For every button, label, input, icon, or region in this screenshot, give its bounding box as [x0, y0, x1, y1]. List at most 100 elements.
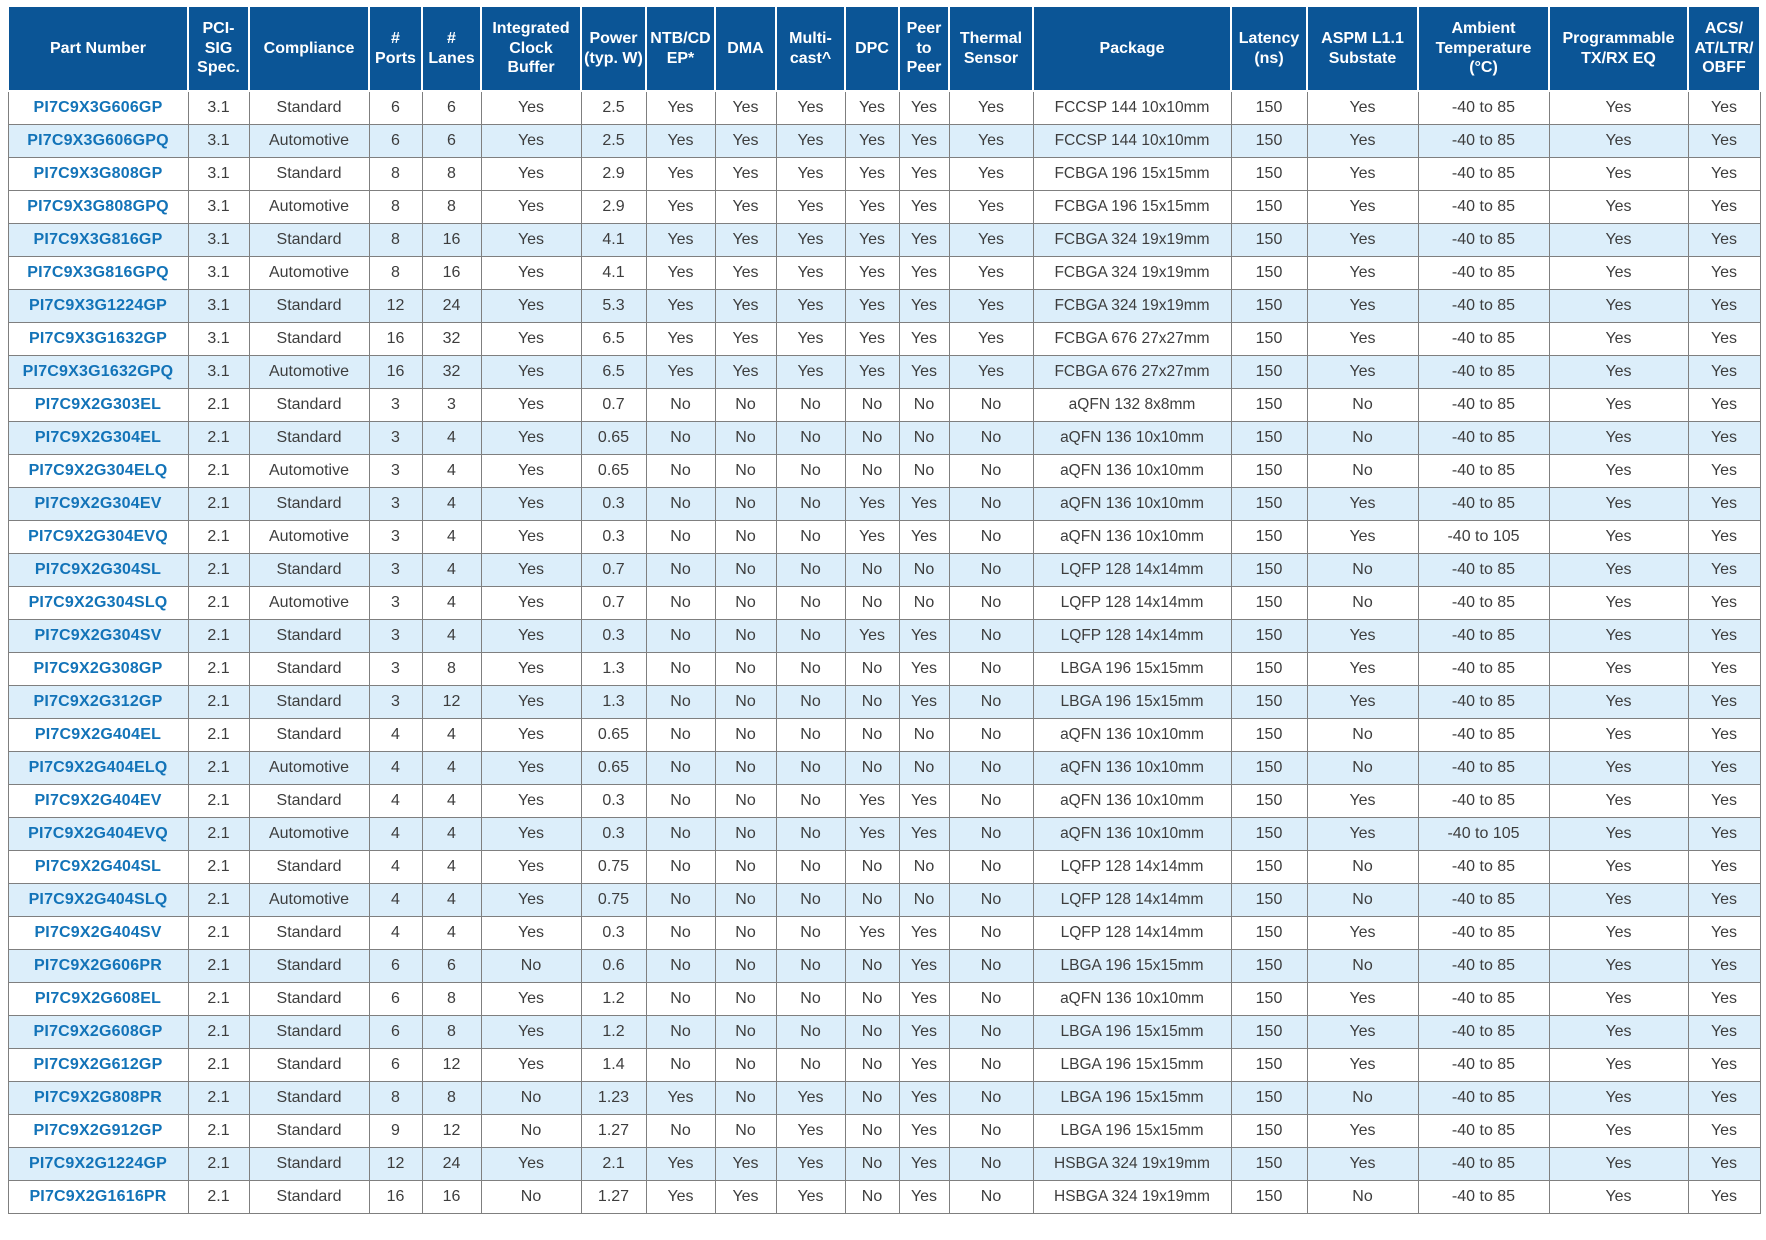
dma-cell: No [714, 685, 777, 719]
aspm-l11-substate-cell: No [1306, 421, 1419, 455]
aspm-l11-substate-cell: Yes [1306, 322, 1419, 356]
column-header-integrated-clock-buffer: Integrated Clock Buffer [480, 5, 582, 92]
power-typ-w-cell: 0.65 [580, 454, 647, 488]
column-header-power-typ-w: Power (typ. W) [580, 5, 647, 92]
ntb-cdep-cell: Yes [645, 1180, 716, 1214]
integrated-clock-buffer-cell: Yes [480, 751, 582, 785]
table-row: PI7C9X3G606GP 3.1 Standard 6 6 Yes 2.5 Yes Yes Ye… [7, 90, 1761, 125]
part-number-link[interactable]: PI7C9X2G1616PR [7, 1180, 189, 1214]
power-typ-w-cell: 1.3 [580, 685, 647, 719]
part-number-link[interactable]: PI7C9X2G404ELQ [7, 751, 189, 785]
power-typ-w-cell: 0.3 [580, 916, 647, 950]
pci-sig-spec-cell: 2.1 [187, 553, 250, 587]
column-header-acs-at-ltr-obff: ACS/ AT/LTR/ OBFF [1687, 5, 1761, 92]
integrated-clock-buffer-cell: Yes [480, 1147, 582, 1181]
pci-sig-spec-cell: 3.1 [187, 256, 250, 290]
acs-at-ltr-obff-cell: Yes [1687, 949, 1761, 983]
pci-sig-spec-cell: 3.1 [187, 223, 250, 257]
part-number-link[interactable]: PI7C9X2G312GP [7, 685, 189, 719]
table-row: PI7C9X2G404EL 2.1 Standard 4 4 Yes 0.65 No No No N… [7, 718, 1761, 752]
num-lanes-cell: 12 [421, 685, 482, 719]
programmable-tx-rx-eq-cell: Yes [1548, 1081, 1689, 1115]
multicast-cell: No [775, 850, 846, 884]
ambient-temperature-cell: -40 to 85 [1417, 982, 1550, 1016]
package-cell: aQFN 136 10x10mm [1032, 784, 1232, 818]
ambient-temperature-cell: -40 to 105 [1417, 520, 1550, 554]
latency-ns-cell: 150 [1230, 784, 1308, 818]
part-number-link[interactable]: PI7C9X2G304SV [7, 619, 189, 653]
part-number-link[interactable]: PI7C9X3G1632GP [7, 322, 189, 356]
part-number-link[interactable]: PI7C9X2G608GP [7, 1015, 189, 1049]
latency-ns-cell: 150 [1230, 190, 1308, 224]
part-number-link[interactable]: PI7C9X2G608EL [7, 982, 189, 1016]
part-number-link[interactable]: PI7C9X3G606GP [7, 90, 189, 125]
part-number-link[interactable]: PI7C9X2G303EL [7, 388, 189, 422]
dma-cell: No [714, 916, 777, 950]
table-body: PI7C9X3G606GP 3.1 Standard 6 6 Yes 2.5 Yes Yes Ye… [7, 90, 1761, 1214]
part-number-link[interactable]: PI7C9X3G808GPQ [7, 190, 189, 224]
part-number-link[interactable]: PI7C9X2G304EVQ [7, 520, 189, 554]
pci-sig-spec-cell: 2.1 [187, 619, 250, 653]
part-number-link[interactable]: PI7C9X2G404SLQ [7, 883, 189, 917]
part-number-link[interactable]: PI7C9X3G808GP [7, 157, 189, 191]
num-lanes-cell: 4 [421, 751, 482, 785]
part-number-link[interactable]: PI7C9X2G404SL [7, 850, 189, 884]
part-number-link[interactable]: PI7C9X2G612GP [7, 1048, 189, 1082]
part-number-link[interactable]: PI7C9X3G1224GP [7, 289, 189, 323]
part-number-link[interactable]: PI7C9X2G304SLQ [7, 586, 189, 620]
part-number-link[interactable]: PI7C9X3G1632GPQ [7, 355, 189, 389]
ambient-temperature-cell: -40 to 85 [1417, 553, 1550, 587]
table-row: PI7C9X2G304SL 2.1 Standard 3 4 Yes 0.7 No No No No… [7, 553, 1761, 587]
ambient-temperature-cell: -40 to 85 [1417, 487, 1550, 521]
part-number-link[interactable]: PI7C9X3G816GP [7, 223, 189, 257]
column-header-dma: DMA [714, 5, 777, 92]
table-row: PI7C9X2G404ELQ 2.1 Automotive 4 4 Yes 0.65 No No… [7, 751, 1761, 785]
multicast-cell: Yes [775, 1180, 846, 1214]
part-number-link[interactable]: PI7C9X2G1224GP [7, 1147, 189, 1181]
part-number-link[interactable]: PI7C9X2G404EV [7, 784, 189, 818]
pci-sig-spec-cell: 3.1 [187, 289, 250, 323]
ambient-temperature-cell: -40 to 85 [1417, 685, 1550, 719]
part-number-link[interactable]: PI7C9X2G404EL [7, 718, 189, 752]
programmable-tx-rx-eq-cell: Yes [1548, 718, 1689, 752]
part-number-link[interactable]: PI7C9X2G304SL [7, 553, 189, 587]
table-row: PI7C9X2G1224GP 2.1 Standard 12 24 Yes 2.1 Yes Ye… [7, 1147, 1761, 1181]
part-number-link[interactable]: PI7C9X2G404SV [7, 916, 189, 950]
column-header-ntb-cdep: NTB/CDEP* [645, 5, 716, 92]
compliance-cell: Automotive [248, 124, 370, 158]
part-number-link[interactable]: PI7C9X2G404EVQ [7, 817, 189, 851]
part-number-link[interactable]: PI7C9X3G816GPQ [7, 256, 189, 290]
peer-to-peer-cell: Yes [898, 652, 950, 686]
thermal-sensor-cell: No [948, 454, 1034, 488]
latency-ns-cell: 150 [1230, 90, 1308, 125]
ambient-temperature-cell: -40 to 85 [1417, 1114, 1550, 1148]
pci-sig-spec-cell: 2.1 [187, 1147, 250, 1181]
part-number-link[interactable]: PI7C9X2G304EL [7, 421, 189, 455]
compliance-cell: Standard [248, 718, 370, 752]
part-number-link[interactable]: PI7C9X2G808PR [7, 1081, 189, 1115]
dma-cell: Yes [714, 322, 777, 356]
ntb-cdep-cell: Yes [645, 1147, 716, 1181]
compliance-cell: Standard [248, 850, 370, 884]
latency-ns-cell: 150 [1230, 652, 1308, 686]
ambient-temperature-cell: -40 to 85 [1417, 1180, 1550, 1214]
programmable-tx-rx-eq-cell: Yes [1548, 817, 1689, 851]
dpc-cell: Yes [844, 817, 900, 851]
latency-ns-cell: 150 [1230, 256, 1308, 290]
part-number-link[interactable]: PI7C9X2G308GP [7, 652, 189, 686]
multicast-cell: Yes [775, 355, 846, 389]
power-typ-w-cell: 5.3 [580, 289, 647, 323]
multicast-cell: Yes [775, 1081, 846, 1115]
num-ports-cell: 6 [368, 982, 423, 1016]
part-number-link[interactable]: PI7C9X3G606GPQ [7, 124, 189, 158]
num-lanes-cell: 16 [421, 1180, 482, 1214]
part-number-link[interactable]: PI7C9X2G606PR [7, 949, 189, 983]
package-cell: LBGA 196 15x15mm [1032, 652, 1232, 686]
pci-sig-spec-cell: 2.1 [187, 949, 250, 983]
part-number-link[interactable]: PI7C9X2G912GP [7, 1114, 189, 1148]
part-number-link[interactable]: PI7C9X2G304EV [7, 487, 189, 521]
table-row: PI7C9X2G312GP 2.1 Standard 3 12 Yes 1.3 No No No N… [7, 685, 1761, 719]
part-number-link[interactable]: PI7C9X2G304ELQ [7, 454, 189, 488]
power-typ-w-cell: 1.2 [580, 1015, 647, 1049]
num-lanes-cell: 6 [421, 90, 482, 125]
